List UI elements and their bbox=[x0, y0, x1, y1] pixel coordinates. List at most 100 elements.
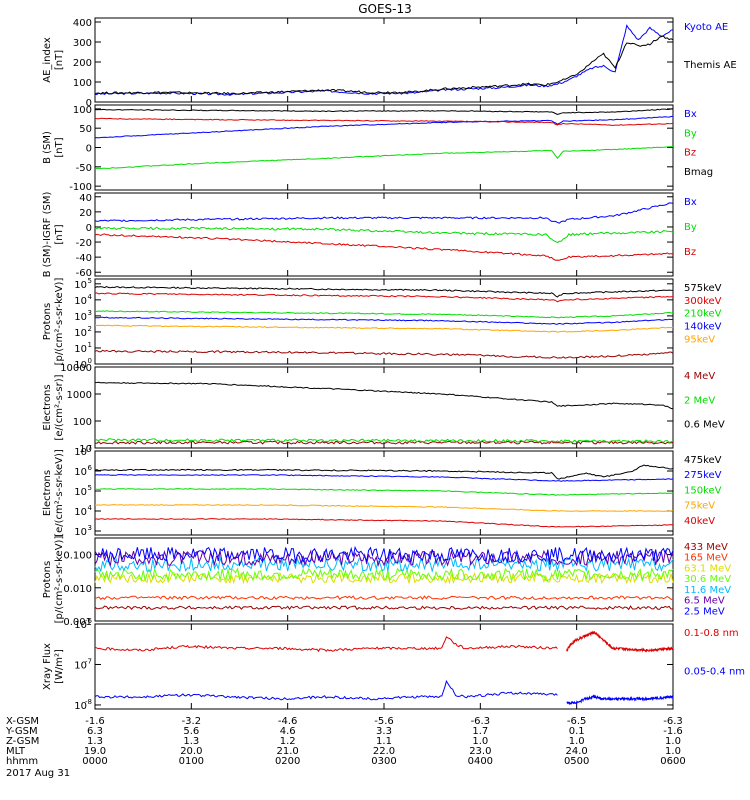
series-line-30-6-mev bbox=[94, 566, 674, 583]
orbit-row-label: X-GSM bbox=[6, 716, 39, 727]
series-line-6-5-mev bbox=[94, 549, 674, 568]
y-axis-label: AE_index bbox=[42, 37, 53, 83]
y-axis-label: B (SM)-IGRF (SM) bbox=[42, 192, 53, 278]
y-tick-label: 10 bbox=[74, 296, 87, 307]
y-tick-label: 10 bbox=[74, 620, 87, 631]
orbit-value: 0200 bbox=[275, 756, 300, 767]
y-axis-label: Electrons bbox=[42, 384, 53, 430]
series-line-bz bbox=[94, 233, 674, 261]
y-tick-exponent: 4 bbox=[88, 293, 93, 301]
orbit-value: -5.6 bbox=[374, 716, 394, 727]
orbit-value: -3.2 bbox=[182, 716, 202, 727]
y-tick-label: 0.001 bbox=[63, 617, 92, 628]
orbit-value: 1.1 bbox=[376, 736, 392, 747]
orbit-value: 0100 bbox=[179, 756, 204, 767]
series-line-bx bbox=[94, 202, 674, 224]
series-line-0-1-0-8-nm bbox=[94, 636, 558, 653]
series-line-themis-ae bbox=[94, 35, 674, 96]
y-tick-label: -40 bbox=[76, 253, 92, 264]
series-line-475kev bbox=[94, 464, 674, 480]
y-tick-label: 10000 bbox=[60, 363, 92, 374]
legend-label: 0.1-0.8 nm bbox=[684, 628, 739, 639]
series-line-bx bbox=[94, 115, 674, 139]
legend-label: 275keV bbox=[684, 470, 722, 481]
panel-bigrf: -60 -40 -20 0 20 40 B (SM)-IGRF (SM) [nT] Bx By Bz bbox=[42, 192, 697, 280]
y-tick-exponent: 3 bbox=[88, 309, 92, 317]
y-tick-exponent: 3 bbox=[88, 524, 92, 532]
panel-hiprotons: 0.001 0.010 0.100 Protons [p/(cm²-s-sr-keV)]… bbox=[42, 536, 731, 628]
orbit-value: -6.3 bbox=[663, 716, 683, 727]
y-tick-label: -100 bbox=[69, 182, 92, 193]
y-tick-label: 0 bbox=[86, 144, 92, 155]
legend-label: 11.6 MeV bbox=[684, 585, 731, 596]
series-line-by bbox=[94, 146, 674, 170]
series-line-0-05-0-4-nm bbox=[94, 679, 558, 701]
y-tick-label: 0 bbox=[86, 223, 92, 234]
series-line-by bbox=[95, 226, 674, 244]
orbit-value: 24.0 bbox=[566, 746, 588, 757]
y-tick-label: -60 bbox=[76, 268, 92, 279]
legend-label: 95keV bbox=[684, 334, 715, 345]
orbit-value: -6.3 bbox=[471, 716, 491, 727]
y-tick-label: 400 bbox=[73, 18, 92, 29]
y-tick-label: 100 bbox=[73, 417, 92, 428]
legend-label: Bz bbox=[684, 148, 696, 159]
legend-label: Themis AE bbox=[683, 60, 737, 71]
orbit-value: 0600 bbox=[660, 756, 685, 767]
orbit-value: 19.0 bbox=[84, 746, 106, 757]
series-line-4-mev bbox=[95, 440, 674, 445]
panel-frame bbox=[94, 104, 674, 191]
plot-date: 2017 Aug 31 bbox=[6, 768, 70, 779]
orbit-value: 20.0 bbox=[180, 746, 202, 757]
y-tick-exponent: 7 bbox=[88, 444, 92, 452]
orbit-value: 1.0 bbox=[569, 736, 585, 747]
y-axis-label: [W/m²] bbox=[54, 649, 65, 684]
orbit-value: -1.6 bbox=[85, 716, 105, 727]
y-axis-label: [p/(cm²-s-sr-keV)] bbox=[54, 536, 65, 624]
series-line-95kev bbox=[94, 324, 674, 333]
y-tick-label: 10 bbox=[74, 312, 87, 323]
series-line-210kev bbox=[94, 310, 674, 319]
y-tick-label: 100 bbox=[73, 78, 92, 89]
legend-label: 30.6 MeV bbox=[684, 574, 731, 585]
y-tick-label: 10 bbox=[74, 527, 87, 538]
y-tick-label: 200 bbox=[73, 58, 92, 69]
series-line-unlabeled bbox=[94, 349, 674, 359]
y-tick-exponent: 6 bbox=[88, 464, 93, 472]
series-line-kyoto-ae bbox=[94, 24, 674, 96]
y-tick-exponent: -6 bbox=[85, 617, 93, 625]
y-axis-label: [e/(cm²-s-sr-keV)] bbox=[54, 449, 65, 537]
y-tick-exponent: 0 bbox=[88, 357, 92, 365]
orbit-value: -4.6 bbox=[278, 716, 298, 727]
y-tick-label: -20 bbox=[76, 238, 92, 249]
y-tick-label: 100 bbox=[73, 105, 92, 116]
orbit-value: 21.0 bbox=[277, 746, 299, 757]
orbit-table: X-GSMY-GSMZ-GSMMLThhmm-1.66.31.319.00000… bbox=[5, 716, 686, 779]
series-line-40kev bbox=[94, 518, 674, 528]
panel-frame bbox=[94, 17, 674, 103]
legend-label: 300keV bbox=[684, 296, 722, 307]
y-axis-label: Xray Flux bbox=[42, 643, 53, 690]
series-line-0-6-mev bbox=[94, 381, 674, 410]
y-axis-label: [e/(cm²-s-sr)] bbox=[54, 374, 65, 440]
orbit-value: 6.3 bbox=[87, 726, 103, 737]
y-tick-label: 10 bbox=[74, 660, 87, 671]
legend-label: 0.05-0.4 nm bbox=[684, 667, 745, 678]
legend-label: 75keV bbox=[684, 501, 715, 512]
legend-label: By bbox=[684, 128, 697, 139]
y-axis-label: Protons bbox=[42, 561, 53, 598]
orbit-value: 1.2 bbox=[280, 736, 296, 747]
series-line-2-5-mev bbox=[94, 545, 674, 564]
series-line-75kev bbox=[94, 504, 674, 512]
y-tick-label: 10 bbox=[74, 487, 87, 498]
legend-label: 2.5 MeV bbox=[684, 606, 725, 617]
legend-label: 40keV bbox=[684, 516, 715, 527]
legend-label: 4 MeV bbox=[684, 371, 715, 382]
legend-label: Bmag bbox=[684, 167, 713, 178]
orbit-row-label: Z-GSM bbox=[6, 736, 39, 747]
orbit-value: 1.3 bbox=[87, 736, 103, 747]
orbit-row-label: Y-GSM bbox=[5, 726, 38, 737]
series-line-2-mev bbox=[94, 438, 674, 444]
legend-label: 150keV bbox=[684, 485, 722, 496]
